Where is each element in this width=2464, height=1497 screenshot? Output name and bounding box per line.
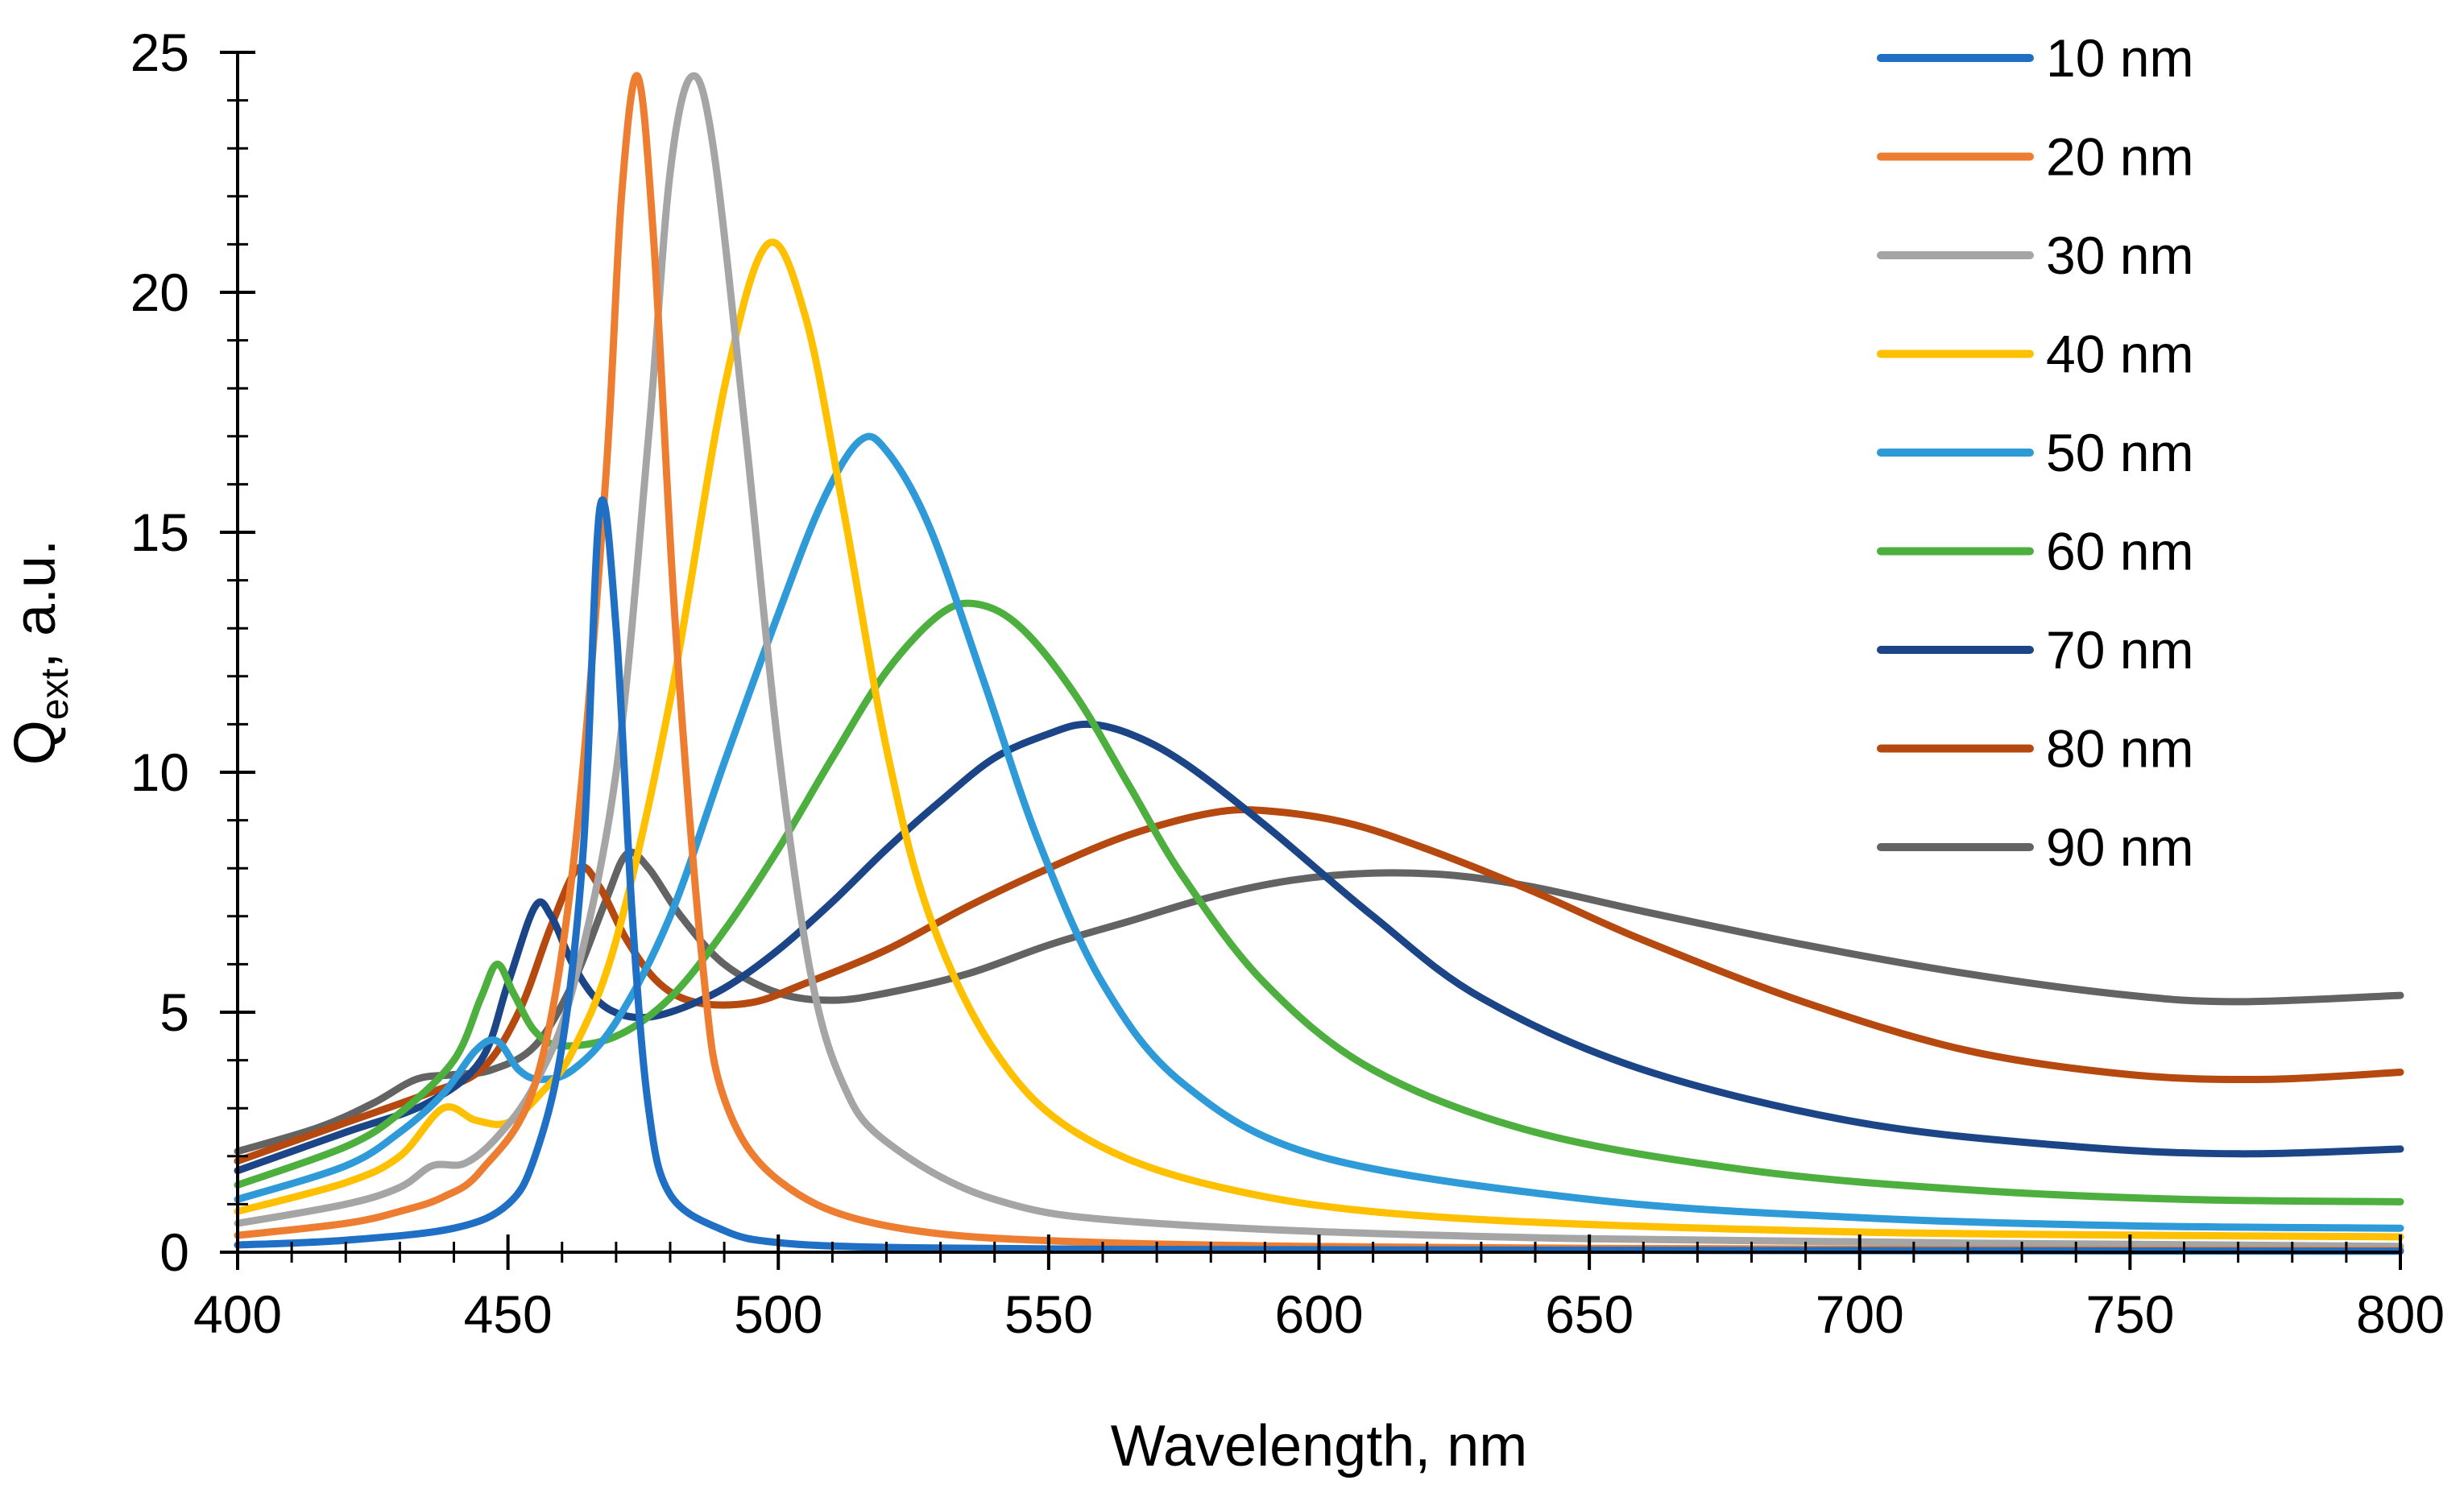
y-tick-label: 0 xyxy=(159,1222,189,1282)
y-axis-title-subscript: ext xyxy=(34,668,77,720)
x-tick-label: 650 xyxy=(1545,1284,1634,1344)
series-line-60-nm xyxy=(234,599,2404,1205)
legend-label: 30 nm xyxy=(2046,225,2193,285)
x-tick-label: 550 xyxy=(1004,1284,1093,1344)
y-tick-label: 15 xyxy=(130,502,189,562)
y-axis-title-suffix: , a.u. xyxy=(3,540,68,668)
y-tick-label: 5 xyxy=(159,982,189,1042)
legend-label: 50 nm xyxy=(2046,423,2193,482)
y-tick-label: 20 xyxy=(130,263,189,322)
y-tick-label: 10 xyxy=(130,742,189,802)
x-tick-label: 750 xyxy=(2085,1284,2174,1344)
x-tick-label: 450 xyxy=(464,1284,553,1344)
x-tick-label: 400 xyxy=(193,1284,282,1344)
y-axis-title-main: Q xyxy=(3,720,68,765)
y-tick-label: 25 xyxy=(130,23,189,82)
series-line-70-nm xyxy=(234,720,2404,1175)
series-line-30-nm xyxy=(234,72,2404,1251)
legend-label: 10 nm xyxy=(2046,28,2193,88)
legend-label: 80 nm xyxy=(2046,719,2193,779)
series-line-50-nm xyxy=(234,432,2404,1232)
x-tick-label: 700 xyxy=(1816,1284,1904,1344)
x-tick-label: 800 xyxy=(2356,1284,2445,1344)
legend-label: 60 nm xyxy=(2046,522,2193,581)
series-layer xyxy=(234,72,2404,1255)
series-line-80-nm xyxy=(234,805,2404,1165)
legend-label: 90 nm xyxy=(2046,817,2193,877)
legend: 10 nm 20 nm 30 nm 40 nm 50 nm 60 nm 70 nm 80 nm… xyxy=(1877,28,2193,877)
x-axis-title: Wavelength, nm xyxy=(1111,1414,1528,1478)
series-line-90-nm xyxy=(234,848,2404,1156)
legend-label: 20 nm xyxy=(2046,127,2193,187)
y-axis-title: Qext, a.u. xyxy=(3,540,77,765)
series-line-20-nm xyxy=(234,72,2404,1255)
legend-label: 40 nm xyxy=(2046,325,2193,384)
x-tick-label: 600 xyxy=(1274,1284,1363,1344)
legend-label: 70 nm xyxy=(2046,620,2193,680)
x-tick-label: 500 xyxy=(734,1284,822,1344)
ticks-layer: 400 450 500 550 600 650 700 750 800 0 5 10 15 20 25 xyxy=(130,23,2445,1344)
series-line-10-nm xyxy=(234,496,2404,1255)
